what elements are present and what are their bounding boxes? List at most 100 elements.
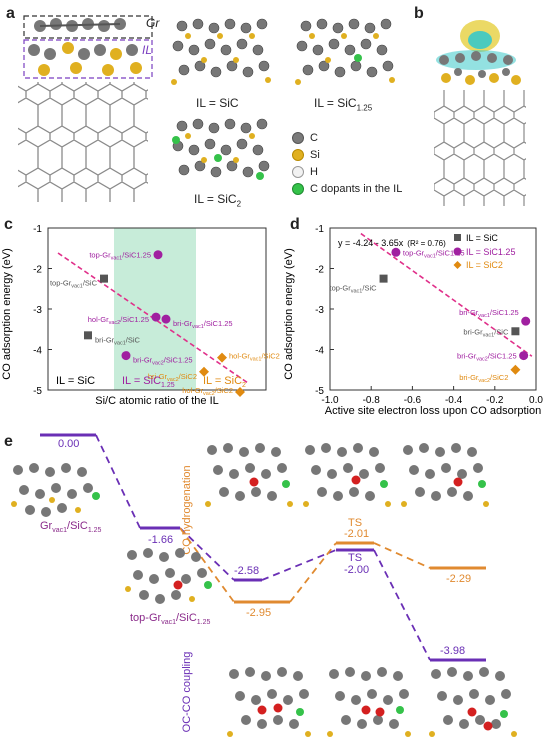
point-label: hol-Grvac2/SiC1.25 (88, 315, 149, 326)
x-tick-label: -0.8 (363, 395, 381, 406)
y-tick-label: -3 (33, 305, 42, 316)
il-sic2-caption: IL = SiC2 (194, 192, 242, 209)
structure-initial (11, 463, 100, 517)
structure-hydrogenation-1 (205, 443, 293, 507)
value-label: -2.95 (246, 607, 271, 619)
value-label: -3.98 (440, 645, 465, 657)
ts-label: TS (348, 552, 362, 564)
data-point (217, 352, 227, 363)
data-point (151, 312, 161, 322)
chart-d: -5 -4 -3 -2 -1 -1.0 -0.8 -0.6 -0.4 -0.2 0.0 top-G… (283, 218, 543, 417)
data-point (235, 387, 245, 398)
band-label-sic: IL = SiC (56, 375, 95, 387)
value-label: -2.29 (446, 573, 471, 585)
point-label: bri-Grvac1/SiC (463, 327, 509, 338)
il-sic-caption: IL = SiC (196, 96, 239, 110)
panel-e-energy-diagram: 0.00 -1.66 -2.58 -2.95 TS -2.01 TS -2.00… (40, 433, 486, 732)
interface-layer (28, 42, 142, 76)
connector (95, 434, 141, 529)
chart-c-xlabel: Si/C atomic ratio of the IL (95, 395, 219, 407)
atom-legend: C Si H C dopants in the IL (292, 132, 402, 200)
legend-swatch (292, 149, 304, 162)
x-tick-label: -0.2 (486, 395, 504, 406)
x-tick-label: -0.4 (445, 395, 463, 406)
structure-coupling-2 (327, 667, 411, 737)
top-view-sic125 (295, 18, 395, 85)
data-point (519, 351, 529, 361)
structure-coupling-1 (227, 667, 311, 737)
y-tick-label: -2 (315, 265, 324, 276)
legend-swatch (292, 183, 304, 196)
ts-label: TS (348, 517, 362, 529)
data-point (121, 351, 131, 361)
connector (373, 542, 431, 569)
y-tick-label: -4 (33, 346, 42, 357)
data-point (199, 366, 209, 377)
value-label: -2.01 (344, 528, 369, 540)
label-co-adsorbed-state: top-Grvac1/SiC1.25 (130, 612, 211, 627)
connector (289, 542, 337, 603)
legend-sic: IL = SiC (466, 233, 498, 243)
legend-item-h: H (292, 166, 402, 183)
x-tick-label: -0.6 (404, 395, 422, 406)
connector (179, 527, 235, 603)
structure-hydrogenation-2 (303, 443, 391, 507)
panel-label-b: b (414, 5, 424, 22)
data-point (100, 274, 108, 283)
chart-c-ylabel: CO adsorption energy (eV) (1, 248, 13, 379)
x-tick-label: 0.0 (529, 395, 543, 406)
chart-d-xticks: -1.0 -0.8 -0.6 -0.4 -0.2 0.0 (321, 386, 543, 406)
legend-swatch (292, 132, 304, 145)
legend-marker-circle (453, 247, 462, 256)
value-label: -1.66 (148, 534, 173, 546)
panel-b-charge-density (434, 20, 526, 206)
top-view-sic2 (172, 118, 270, 180)
data-point (521, 316, 531, 326)
chart-d-equation: y = -4.24 - 3.65x (R² = 0.76) (338, 238, 446, 248)
panel-label-e: e (4, 433, 13, 450)
point-label: bri-Grvac1/SiC1.25 (459, 308, 519, 319)
data-point (153, 250, 163, 260)
label-initial-state: Grvac1/SiC1.25 (40, 520, 102, 535)
data-point (84, 331, 92, 340)
chart-c-yticks: -5 -4 -3 -2 -1 (33, 224, 52, 397)
panel-label-c: c (4, 216, 13, 233)
data-point (391, 247, 401, 257)
legend-marker-square (454, 234, 461, 241)
band-label-sic2: IL = SiC2 (203, 375, 246, 389)
chart-d-fit-line (360, 232, 533, 357)
il-label: IL (142, 43, 153, 57)
legend-swatch (292, 166, 304, 179)
point-label: top-Grvac1/SiC1.25 (89, 251, 151, 262)
point-label: bri-Grvac2/SiC2 (148, 372, 197, 383)
y-tick-label: -1 (315, 224, 324, 235)
connector (373, 549, 431, 661)
structure-coupling-3 (429, 667, 517, 737)
path-label-hydrogenation: CO hydrogenation (181, 465, 193, 554)
y-tick-label: -4 (315, 346, 324, 357)
chart-d-yticks: -5 -4 -3 -2 -1 (315, 224, 334, 397)
point-label: hol-Grvac2/SiC2 (182, 386, 233, 397)
chart-d-legend: IL = SiC IL = SiC1.25 IL = SiC2 (453, 233, 515, 270)
band-label-sic125: IL = SiC1.25 (122, 375, 175, 389)
y-tick-label: -1 (33, 224, 42, 235)
legend-item-c-dopant: C dopants in the IL (292, 183, 402, 200)
point-label: bri-Grvac1/SiC1.25 (173, 319, 233, 330)
point-label: top-Grvac1/SiC (329, 284, 377, 295)
point-label: bri-Grvac2/SiC1.25 (133, 356, 193, 367)
value-label: 0.00 (58, 438, 79, 450)
value-label: -2.58 (234, 565, 259, 577)
graphene-layer (34, 18, 126, 32)
data-point (161, 314, 171, 324)
point-label: bri-Grvac1/SiC (95, 335, 141, 346)
y-tick-label: -2 (33, 265, 42, 276)
x-tick-label: -1.0 (321, 395, 339, 406)
point-label: top-Grvac1/SiC (67, 218, 115, 219)
legend-sic2: IL = SiC2 (466, 260, 503, 270)
chart-d-ylabel: CO adsorption energy (eV) (283, 248, 295, 379)
value-label: -2.00 (344, 564, 369, 576)
legend-sic125: IL = SiC1.25 (466, 247, 515, 257)
structure-co-adsorbed (125, 548, 212, 604)
il-sic125-caption: IL = SiC1.25 (314, 96, 373, 113)
legend-item-si: Si (292, 149, 402, 166)
